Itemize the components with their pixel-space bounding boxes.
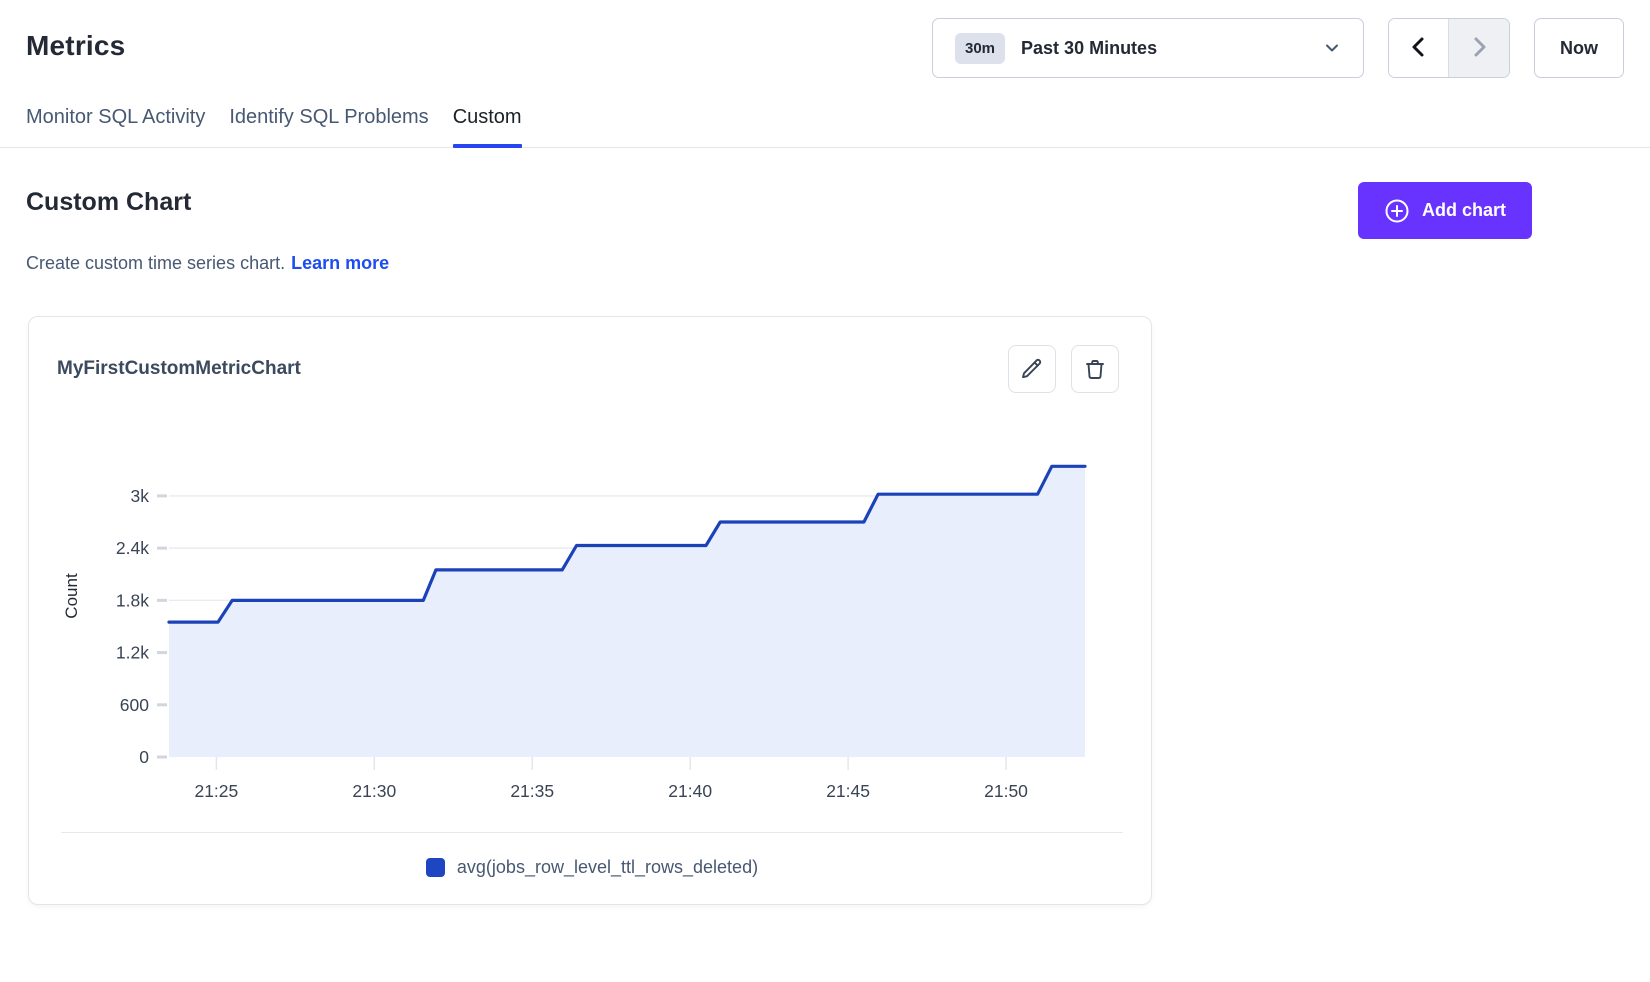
svg-text:21:25: 21:25 xyxy=(194,781,238,801)
svg-text:21:35: 21:35 xyxy=(510,781,554,801)
page-header: Metrics 30m Past 30 Minutes Now xyxy=(0,0,1650,78)
time-range-label: Past 30 Minutes xyxy=(1021,38,1157,59)
svg-text:21:40: 21:40 xyxy=(668,781,712,801)
pencil-icon xyxy=(1020,357,1044,381)
svg-text:1.2k: 1.2k xyxy=(116,643,149,663)
metrics-tabs: Monitor SQL Activity Identify SQL Proble… xyxy=(0,104,1650,148)
delete-chart-button[interactable] xyxy=(1071,345,1119,393)
svg-text:600: 600 xyxy=(120,695,149,715)
chart-title: MyFirstCustomMetricChart xyxy=(57,358,301,380)
custom-chart-section-header: Custom Chart Add chart xyxy=(0,182,1650,239)
svg-text:21:50: 21:50 xyxy=(984,781,1028,801)
next-timeframe-button[interactable] xyxy=(1449,19,1509,77)
page-title: Metrics xyxy=(26,30,125,62)
plus-circle-icon xyxy=(1384,198,1410,224)
time-range-dropdown[interactable]: 30m Past 30 Minutes xyxy=(932,18,1364,78)
section-title: Custom Chart xyxy=(26,188,191,217)
custom-metric-chart-card: MyFirstCustomMetricChart 0 600 1.2k 1.8k 2.4… xyxy=(28,316,1152,905)
time-pager xyxy=(1388,18,1510,78)
legend-label: avg(jobs_row_level_ttl_rows_deleted) xyxy=(457,857,758,878)
y-axis-label: Count xyxy=(62,573,81,619)
chevron-left-icon xyxy=(1408,36,1430,61)
add-chart-button-label: Add chart xyxy=(1422,200,1506,221)
add-chart-button[interactable]: Add chart xyxy=(1358,182,1532,239)
tab-custom[interactable]: Custom xyxy=(453,104,522,147)
svg-text:2.4k: 2.4k xyxy=(116,538,149,558)
svg-text:21:30: 21:30 xyxy=(352,781,396,801)
section-subtitle-text: Create custom time series chart. xyxy=(26,253,285,273)
chart-legend: avg(jobs_row_level_ttl_rows_deleted) xyxy=(57,857,1127,878)
now-button[interactable]: Now xyxy=(1534,18,1624,78)
svg-text:3k: 3k xyxy=(131,486,150,506)
chart-canvas[interactable]: 0 600 1.2k 1.8k 2.4k 3k 21:25 21:30 21:35 21:40 21… xyxy=(57,425,1101,805)
chart-card-header: MyFirstCustomMetricChart xyxy=(57,345,1127,393)
chevron-down-icon xyxy=(1323,39,1341,57)
svg-text:21:45: 21:45 xyxy=(826,781,870,801)
time-range-badge: 30m xyxy=(955,33,1005,64)
tab-monitor-sql-activity[interactable]: Monitor SQL Activity xyxy=(26,104,205,147)
svg-text:1.8k: 1.8k xyxy=(116,590,149,610)
section-subtitle: Create custom time series chart. Learn mo… xyxy=(0,253,1650,274)
edit-chart-button[interactable] xyxy=(1008,345,1056,393)
svg-text:0: 0 xyxy=(139,747,149,767)
time-controls: 30m Past 30 Minutes Now xyxy=(932,18,1624,78)
time-series-chart[interactable]: 0 600 1.2k 1.8k 2.4k 3k 21:25 21:30 21:35 21:40 21… xyxy=(57,425,1127,810)
chevron-right-icon xyxy=(1468,36,1490,61)
legend-color-swatch xyxy=(426,858,445,877)
learn-more-link[interactable]: Learn more xyxy=(291,253,389,273)
previous-timeframe-button[interactable] xyxy=(1389,19,1449,77)
chart-actions xyxy=(1008,345,1119,393)
card-divider xyxy=(61,832,1123,833)
trash-icon xyxy=(1083,357,1107,381)
tab-identify-sql-problems[interactable]: Identify SQL Problems xyxy=(229,104,428,147)
